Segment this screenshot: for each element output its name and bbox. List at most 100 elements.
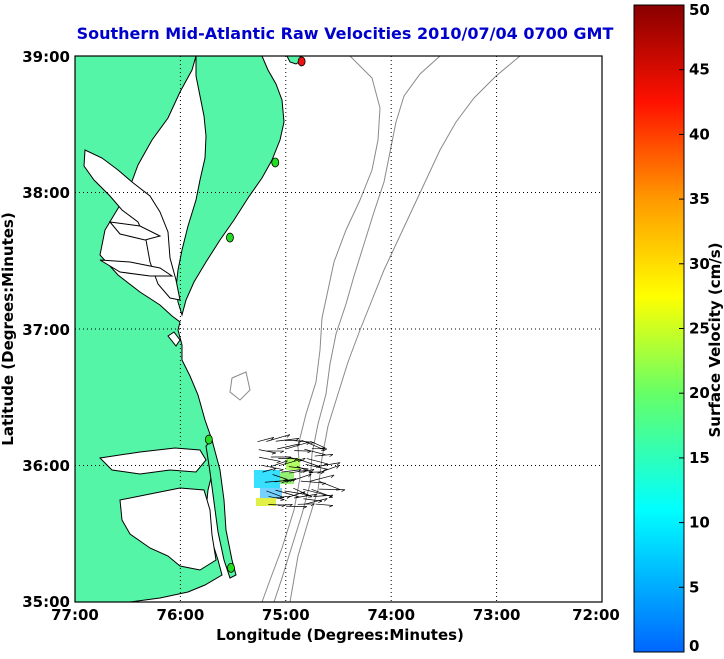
velocity-vector-head: [310, 503, 315, 507]
velocity-vector-head: [330, 474, 335, 479]
station-marker: [227, 562, 235, 573]
velocity-vector: [302, 488, 326, 496]
y-tick-label: 35:00: [22, 593, 70, 611]
velocity-vector: [293, 493, 317, 499]
x-tick-label: 74:00: [367, 606, 415, 624]
velocity-vector: [272, 474, 288, 480]
velocity-vector: [313, 494, 333, 497]
station-marker: [226, 232, 234, 243]
velocity-vector: [277, 443, 300, 450]
x-tick-label: 75:00: [262, 606, 310, 624]
velocity-vector: [311, 489, 333, 498]
velocity-vector-head: [276, 461, 281, 463]
velocity-vector: [280, 457, 306, 466]
velocity-color-cell: [256, 498, 276, 506]
velocity-vector: [319, 488, 346, 491]
station-marker: [204, 434, 213, 445]
x-tick-label: 73:00: [473, 606, 521, 624]
velocity-vector-head: [329, 494, 334, 498]
velocity-vector-head: [324, 498, 328, 502]
colorbar-gradient: [633, 4, 685, 653]
velocity-vector-head: [310, 469, 315, 473]
colorbar-tick-label: 5: [689, 578, 699, 596]
velocity-vector: [306, 458, 328, 465]
velocity-vector: [266, 490, 285, 498]
hf-radar-stations: [204, 56, 306, 573]
velocity-vector-head: [273, 467, 277, 472]
velocity-vector-head: [323, 463, 328, 466]
velocity-vector-head: [329, 454, 334, 457]
velocity-vector-head: [341, 489, 346, 492]
velocity-vector-head: [280, 497, 285, 499]
velocity-vector-head: [308, 473, 312, 478]
velocity-vector: [287, 491, 306, 498]
colorbar-tick-label: 40: [689, 125, 710, 143]
velocity-vector: [270, 460, 288, 468]
y-tick-label: 38:00: [22, 184, 70, 202]
velocity-vector: [281, 469, 302, 473]
x-tick-label: 76:00: [157, 606, 205, 624]
velocity-vector-head: [320, 471, 325, 475]
y-axis: 39:00 38:00 37:00 36:00 35:00 Latitude (…: [0, 48, 70, 611]
bathymetry-contours: [229, 56, 521, 602]
velocity-vector: [275, 438, 300, 442]
velocity-vector-head: [280, 499, 285, 502]
colorbar-label: Surface Velocity (cm/s): [706, 242, 724, 437]
velocity-vector: [268, 496, 285, 500]
velocity-vector: [289, 469, 307, 474]
velocity-vector-head: [297, 460, 302, 462]
map-title: Southern Mid-Atlantic Raw Velocities 201…: [77, 24, 614, 43]
colorbar-tick-label: 30: [689, 255, 710, 273]
velocity-vector-head: [279, 469, 284, 472]
y-tick-label: 39:00: [22, 48, 70, 66]
velocity-vector: [281, 478, 297, 483]
x-tick-label: 72:00: [572, 606, 620, 624]
colorbar-tick-label: 35: [689, 190, 710, 208]
velocity-vector-head: [323, 468, 328, 471]
map-plot-area: [75, 56, 602, 602]
velocity-vector-head: [302, 457, 306, 462]
station-marker: [271, 157, 280, 168]
velocity-vector-head: [328, 496, 333, 499]
station-marker: [297, 56, 306, 67]
velocity-vector-head: [281, 504, 286, 508]
velocity-vector-head: [336, 462, 341, 466]
velocity-vector-head: [307, 450, 312, 454]
velocity-vector-head: [318, 500, 323, 503]
velocity-vector: [276, 495, 291, 498]
y-axis-label: Latitude (Degrees:Minutes): [0, 212, 17, 445]
velocity-vector-head: [280, 450, 284, 454]
velocity-vector-head: [302, 491, 306, 495]
colorbar-ticks: 0 5 10 15 20 25 30 35 40 45 50: [679, 1, 710, 655]
colorbar-tick-label: 20: [689, 384, 710, 402]
velocity-vectors: [254, 434, 346, 509]
plot-frame: [74, 55, 603, 603]
velocity-vector-head: [283, 479, 288, 481]
velocity-vector: [300, 480, 326, 484]
velocity-vector: [317, 465, 340, 474]
velocity-vector: [285, 441, 310, 450]
velocity-vector: [309, 474, 335, 482]
velocity-vector: [274, 479, 293, 483]
velocity-vector-head: [271, 452, 276, 455]
velocity-vector: [262, 467, 277, 473]
colorbar-tick-label: 0: [689, 637, 699, 655]
y-tick-label: 36:00: [22, 457, 70, 475]
x-tick-label: 77:00: [51, 606, 99, 624]
velocity-color-cell: [254, 470, 280, 488]
velocity-vector: [288, 466, 309, 470]
velocity-vector: [316, 462, 341, 467]
colorbar-tick-label: 25: [689, 320, 710, 338]
velocity-vector-head: [329, 505, 333, 508]
velocity-vector: [284, 490, 309, 496]
colorbar-tick-label: 15: [689, 449, 710, 467]
colorbar: 0 5 10 15 20 25 30 35 40 45 50 Surface Velocity (c…: [633, 1, 724, 655]
velocity-vector: [296, 466, 314, 473]
colorbar-tick-label: 50: [689, 1, 710, 19]
velocity-vector: [278, 503, 293, 506]
velocity-vector: [310, 441, 326, 449]
colorbar-tick-label: 10: [689, 514, 710, 532]
velocity-vector: [315, 503, 333, 506]
velocity-vector: [259, 456, 281, 462]
